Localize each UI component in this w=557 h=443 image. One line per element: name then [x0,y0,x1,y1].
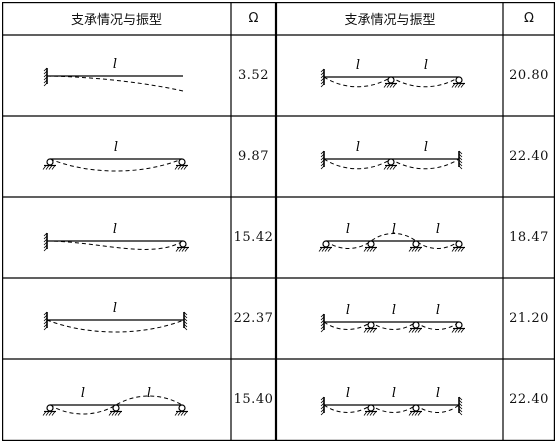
span-length-label: l [356,58,360,73]
mode-shape-curve [47,241,183,249]
mode-shape-curve [47,76,183,91]
omega-value-right-1: 20.80 [503,35,555,115]
pin-support-icon [384,159,397,170]
span-length-label: l [392,303,396,318]
span-length-label: l [436,222,440,237]
omega-value-left-5: 15.40 [231,359,276,439]
omega-value-right-3: 18.47 [503,197,555,277]
fixed-support-icon [44,233,47,251]
span-length-label: l [436,303,440,318]
pin-support-icon [43,405,56,416]
pin-support-icon [175,405,188,416]
span-length-label: l [114,140,118,155]
pin-support-icon [364,322,377,333]
omega-value-left-2: 9.87 [231,116,276,196]
omega-value-left-3: 15.42 [231,197,276,277]
omega-value-right-4: 21.20 [503,278,555,358]
span-length-label: l [436,386,440,401]
fixed-support-icon [321,69,324,87]
fixed-support-icon [321,314,324,332]
fixed-support-icon [44,68,47,86]
pin-support-icon [452,322,465,333]
fixed-support-icon [459,397,462,415]
omega-value-left-1: 3.52 [231,35,276,115]
span-length-label: l [346,222,350,237]
header-omega-right: Ω [503,2,555,35]
omega-value-right-2: 22.40 [503,116,555,196]
span-length-label: l [113,57,117,72]
omega-value-left-4: 22.37 [231,278,276,358]
pin-support-icon [384,77,397,88]
fixed-support-icon [44,312,47,330]
span-length-label: l [113,301,117,316]
mode-shape-curve [50,159,182,171]
pin-support-icon [319,241,332,252]
span-length-label: l [81,386,85,401]
pin-support-icon [409,241,422,252]
span-length-label: l [113,222,117,237]
fixed-support-icon [321,151,324,169]
diagram-cantilever: l [44,57,183,91]
span-length-label: l [424,140,428,155]
pin-support-icon [364,405,377,416]
span-length-label: l [392,222,396,237]
pin-support-icon [409,322,422,333]
pin-support-icon [109,405,122,416]
fixed-support-icon [321,397,324,415]
span-length-label: l [392,386,396,401]
span-length-label: l [147,386,151,401]
diagram-fixed-fixed: l [44,301,187,332]
diagram-pinned-pinned: l [43,140,188,171]
mode-shape-curve [324,322,459,330]
fixed-support-icon [184,312,187,330]
mode-shape-curve [47,320,184,332]
fixed-support-icon [459,151,462,169]
pin-support-icon [176,241,189,252]
header-support-mode-right: 支承情况与振型 [277,2,503,35]
span-length-label: l [346,386,350,401]
header-support-mode-left: 支承情况与振型 [2,2,231,35]
pin-support-icon [43,159,56,170]
pin-support-icon [409,405,422,416]
pin-support-icon [452,241,465,252]
mode-shape-curve [324,405,459,413]
span-length-label: l [424,58,428,73]
header-omega-left: Ω [231,2,276,35]
pin-support-icon [452,77,465,88]
diagram-fixed-pinned: l [44,222,189,252]
pin-support-icon [364,241,377,252]
span-length-label: l [356,140,360,155]
span-length-label: l [346,303,350,318]
omega-value-right-5: 22.40 [503,359,555,439]
